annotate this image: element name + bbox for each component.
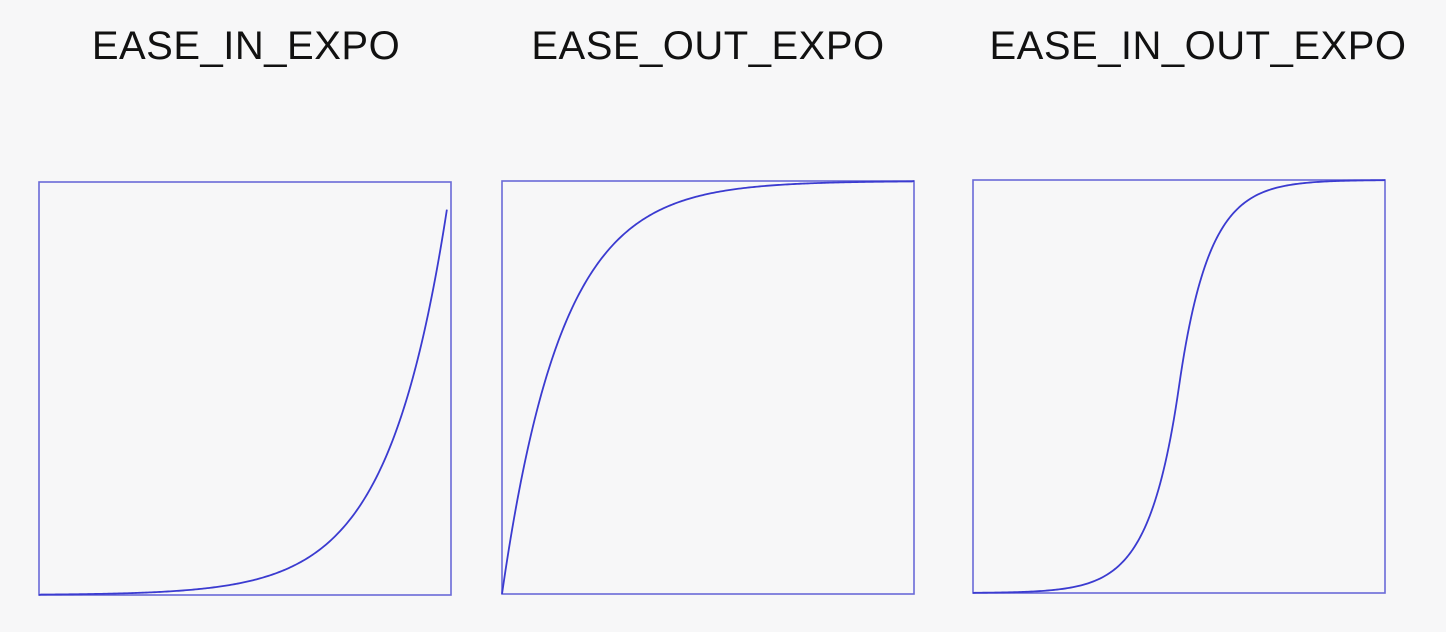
data-point — [284, 567, 288, 571]
data-point — [1383, 178, 1387, 182]
chart-panel-ease-in-out-expo: EASE_IN_OUT_EXPO — [972, 0, 1418, 632]
plot-frame — [972, 179, 1386, 594]
chart-title: EASE_IN_OUT_EXPO — [989, 24, 1407, 68]
data-point — [445, 208, 449, 212]
easing-plot-ease-in-expo — [37, 181, 452, 597]
data-point — [582, 282, 586, 286]
data-point — [1053, 588, 1057, 592]
plot-frame — [501, 180, 915, 595]
plot-frame — [38, 181, 452, 596]
chart-title: EASE_OUT_EXPO — [531, 24, 885, 68]
data-point — [624, 231, 628, 235]
data-point — [202, 586, 206, 590]
data-point — [706, 192, 710, 196]
data-point — [243, 580, 247, 584]
data-point — [325, 541, 329, 545]
data-point — [747, 186, 751, 190]
data-point — [1342, 179, 1346, 183]
data-point — [1136, 539, 1140, 543]
data-point — [1012, 590, 1016, 594]
chart-panel-ease-in-expo: EASE_IN_EXPO — [26, 0, 466, 632]
data-point — [912, 179, 916, 183]
data-point — [37, 593, 41, 597]
data-point — [541, 386, 545, 390]
data-point — [1177, 385, 1181, 389]
data-point — [788, 182, 792, 186]
data-point — [367, 490, 371, 494]
easing-curve-line — [501, 180, 915, 595]
data-point — [1095, 578, 1099, 582]
chart-panel-ease-out-expo: EASE_OUT_EXPO — [488, 0, 928, 632]
data-point — [161, 590, 165, 594]
data-point — [1218, 230, 1222, 234]
data-point — [78, 592, 82, 596]
easing-curve-line — [38, 209, 448, 596]
data-point — [1301, 181, 1305, 185]
data-point — [971, 591, 975, 595]
data-point — [665, 205, 669, 209]
data-point — [871, 180, 875, 184]
easing-plot-ease-in-out-expo — [972, 178, 1387, 594]
data-point — [1259, 191, 1263, 195]
chart-title: EASE_IN_EXPO — [91, 24, 401, 68]
data-point — [408, 387, 412, 391]
data-point — [830, 181, 834, 185]
data-point — [500, 592, 504, 596]
easing-plot-ease-out-expo — [500, 179, 916, 596]
easing-curve-line — [972, 179, 1386, 594]
data-point — [119, 591, 123, 595]
